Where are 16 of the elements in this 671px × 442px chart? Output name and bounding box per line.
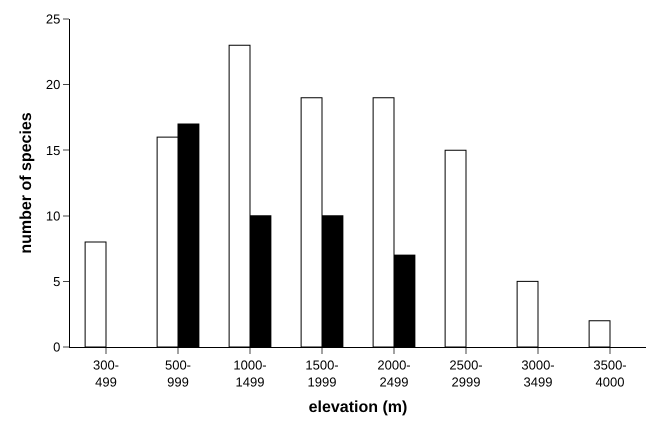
y-tick-label: 5 <box>53 274 60 289</box>
x-tick-label: 1500- 1999 <box>305 358 339 390</box>
x-tick-label: 500- 999 <box>164 358 192 390</box>
x-tick-label: 2500- 2999 <box>449 358 483 390</box>
y-tick-label: 15 <box>46 142 60 158</box>
y-axis-title: number of species <box>18 112 35 254</box>
x-axis-title: elevation (m) <box>308 399 408 416</box>
x-tick-label: 300- 499 <box>92 358 120 390</box>
y-tick-label: 20 <box>46 77 60 92</box>
x-tick-label: 3500- 4000 <box>593 358 627 390</box>
x-tick-label: 2000- 2499 <box>377 358 411 390</box>
x-tick-label: 1000- 1499 <box>233 358 267 390</box>
y-tick-label: 25 <box>46 12 60 27</box>
y-tick-label: 10 <box>46 208 60 224</box>
y-tick-label: 0 <box>53 340 60 355</box>
x-tick-label: 3000- 3499 <box>521 358 555 390</box>
